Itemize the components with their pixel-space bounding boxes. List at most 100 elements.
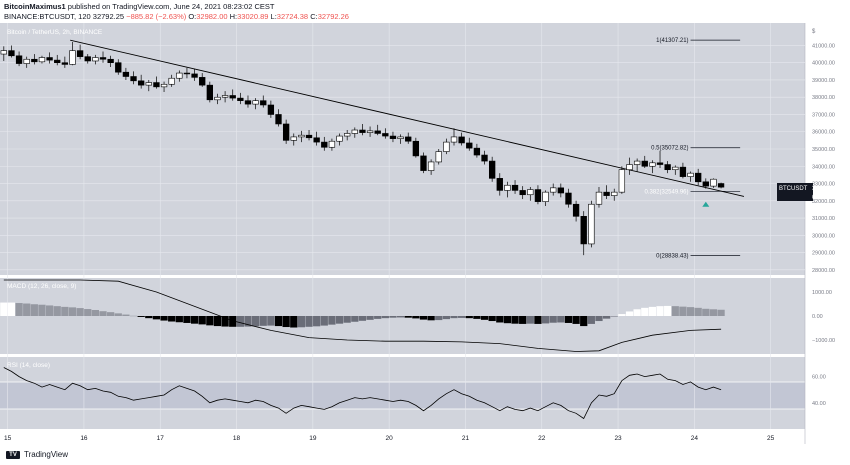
candle: [221, 91, 229, 103]
candle: [305, 130, 313, 141]
pane-title: Bitcoin / TetherUS, 2h, BINANCE: [7, 29, 103, 36]
candle-body: [8, 50, 15, 57]
candle-body: [351, 129, 358, 134]
macd-histogram-bar: [343, 316, 351, 323]
candle-body: [336, 135, 343, 142]
candle-body: [23, 58, 30, 64]
currency-icon[interactable]: $: [812, 29, 816, 35]
candle-body: [38, 57, 46, 63]
macd-histogram-bar: [107, 312, 115, 316]
candle-body: [466, 142, 473, 149]
price-badge-bg: [777, 183, 813, 201]
candle: [31, 54, 38, 65]
price-tick-label: 30000.00: [812, 233, 835, 239]
candle-body: [130, 76, 137, 82]
macd-histogram-bar: [656, 306, 664, 316]
candle: [321, 136, 328, 151]
open-label: O:: [188, 12, 197, 21]
macd-histogram-bar: [587, 316, 595, 324]
candle-body: [389, 135, 397, 139]
high-label: H:: [229, 12, 238, 21]
candle-body: [221, 95, 229, 98]
candle: [168, 74, 175, 87]
x-tick-label: 16: [80, 435, 88, 442]
fib-level-label: 0.5(35072.82): [651, 146, 688, 152]
candle: [298, 130, 305, 143]
candle-body: [313, 137, 320, 143]
x-tick-label: 24: [691, 435, 699, 442]
candle: [23, 56, 30, 68]
macd-histogram-bar: [610, 316, 618, 317]
macd-histogram-bar: [229, 316, 237, 327]
candle: [481, 150, 488, 165]
macd-histogram-bar: [526, 316, 534, 324]
descending-trendline: [70, 39, 745, 197]
candle-body: [588, 203, 595, 245]
macd-histogram-bar: [717, 309, 725, 316]
candle: [656, 150, 664, 168]
candle: [664, 161, 671, 174]
macd-histogram-bar: [419, 316, 428, 320]
macd-histogram-bar: [45, 305, 54, 316]
candle: [191, 68, 198, 81]
macd-histogram-bar: [511, 316, 519, 324]
macd-histogram-bar: [366, 316, 374, 320]
candle: [672, 165, 679, 175]
x-tick-label: 15: [4, 435, 12, 442]
macd-histogram-bar: [564, 316, 573, 323]
candle-body: [290, 136, 297, 141]
candle-body: [199, 77, 206, 86]
macd-histogram-bar: [618, 314, 626, 316]
x-tick-label: 17: [157, 435, 165, 442]
candle-body: [321, 141, 328, 148]
macd-histogram-bar: [259, 316, 267, 326]
macd-histogram-bar: [625, 311, 634, 316]
candle: [519, 186, 526, 200]
macd-histogram-bar: [427, 316, 435, 321]
x-tick-label: 22: [538, 435, 546, 442]
macd-histogram-bar: [580, 316, 588, 327]
candle: [534, 185, 542, 205]
macd-histogram-bar: [274, 316, 283, 327]
macd-histogram-bar: [305, 316, 313, 327]
macd-histogram-bar: [381, 316, 389, 319]
macd-histogram-bar: [602, 316, 611, 319]
candle-body: [626, 164, 633, 171]
candle: [351, 127, 358, 138]
macd-histogram-bar: [633, 309, 641, 316]
candle: [76, 44, 84, 60]
candle-body: [84, 56, 91, 62]
candle-body: [298, 134, 305, 138]
price-tick-label: 39000.00: [812, 78, 835, 84]
buy-signal-marker: [702, 201, 710, 207]
footer-brand[interactable]: TV TradingView: [6, 450, 68, 459]
candle-body: [534, 189, 542, 202]
macd-histogram-bar: [595, 316, 603, 322]
candle-body: [328, 140, 336, 148]
candle-body: [550, 187, 557, 193]
candle: [626, 157, 633, 175]
candle: [466, 137, 473, 151]
candle: [313, 131, 320, 146]
candle: [38, 55, 46, 64]
candle: [633, 158, 641, 172]
candle-body: [679, 166, 687, 177]
author-name[interactable]: BitcoinMaximus1: [4, 2, 66, 11]
candle: [595, 186, 603, 208]
tradingview-logo-icon: TV: [6, 450, 20, 459]
low-label: L:: [270, 12, 277, 21]
candle-body: [61, 62, 69, 65]
fib-level-label: 0.382(32549.96): [644, 189, 688, 195]
macd-histogram-bar: [267, 316, 275, 326]
macd-histogram-bar: [190, 316, 199, 324]
candle-body: [664, 164, 671, 171]
candle-body: [244, 100, 252, 105]
candle-body: [405, 136, 412, 142]
candle: [687, 171, 694, 182]
candle: [282, 119, 290, 144]
candle-body: [450, 136, 458, 143]
macd-histogram-bar: [519, 316, 527, 324]
candle-body: [618, 169, 626, 193]
fib-level-label: 0(28838.43): [656, 253, 688, 259]
